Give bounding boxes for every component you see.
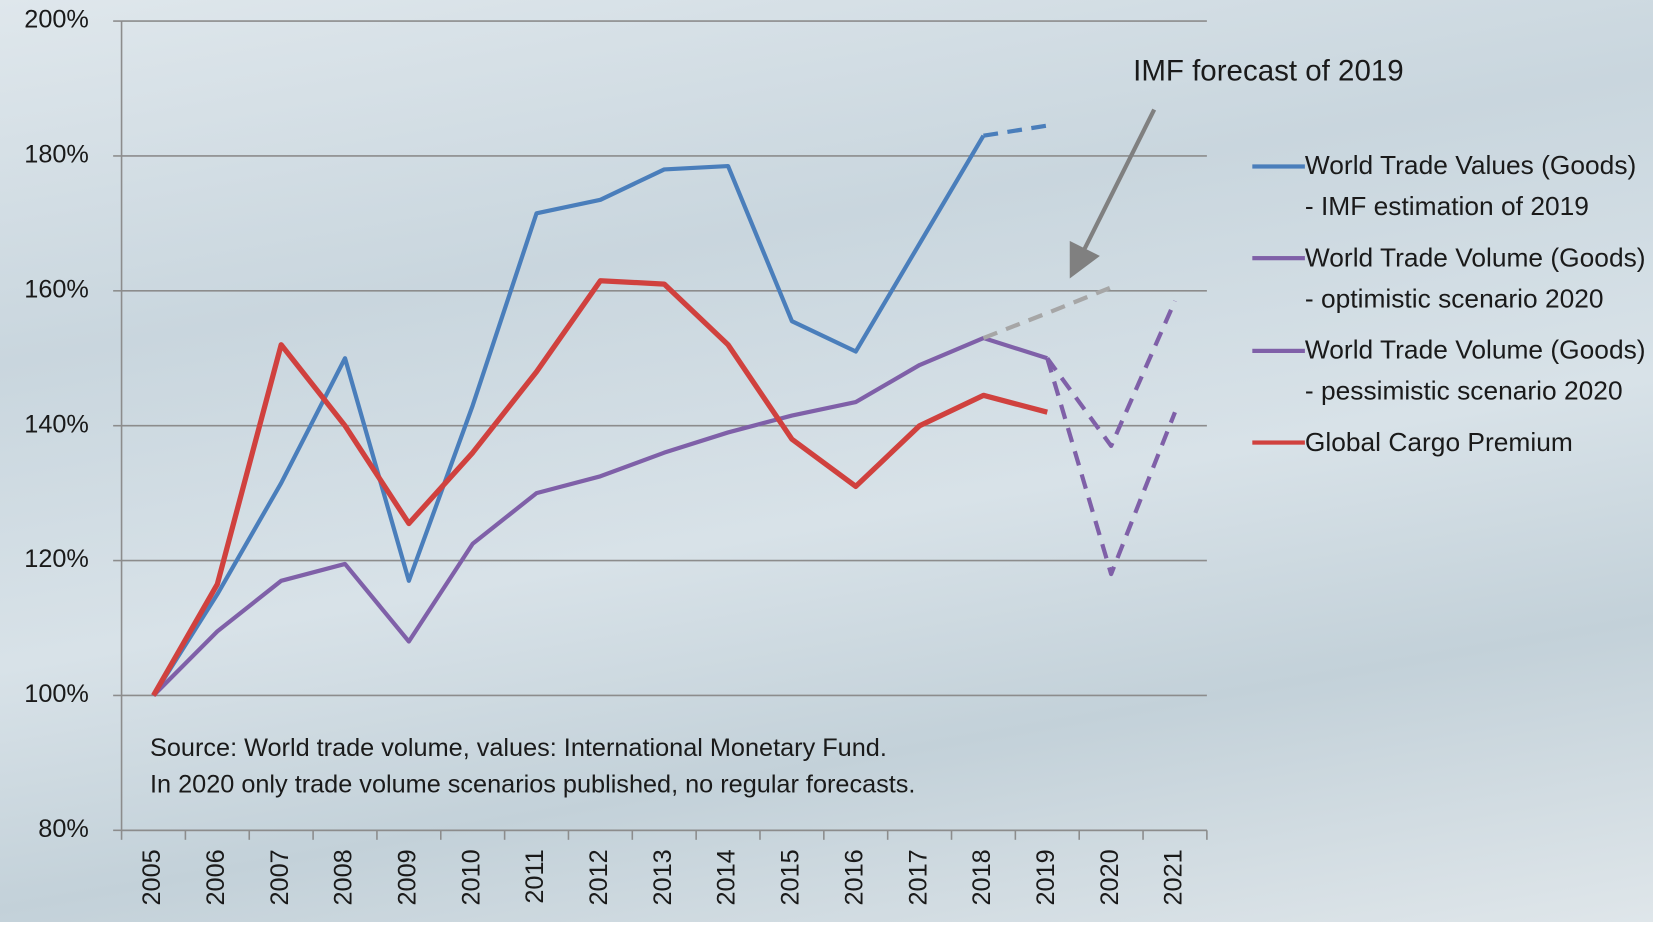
legend-swatch xyxy=(1252,348,1305,352)
x-tick-label: 2006 xyxy=(202,849,230,905)
x-tick-label: 2014 xyxy=(713,849,741,905)
x-tick-label: 2009 xyxy=(394,849,422,905)
x-tick-label: 2010 xyxy=(457,849,485,905)
forecast-line xyxy=(1047,358,1175,574)
legend-label: World Trade Volume (Goods) - optimistic … xyxy=(1305,238,1651,320)
legend-item: Global Cargo Premium xyxy=(1252,422,1650,463)
annotation: IMF forecast of 2019 xyxy=(1133,55,1404,88)
x-tick-label: 2016 xyxy=(840,849,868,905)
x-tick-label: 2008 xyxy=(330,849,358,905)
y-tick-label: 140% xyxy=(24,410,89,438)
series-line xyxy=(153,338,1047,695)
x-tick-label: 2020 xyxy=(1096,849,1124,905)
x-tick-label: 2005 xyxy=(138,849,166,905)
legend-label: Global Cargo Premium xyxy=(1305,422,1573,463)
x-tick-label: 2018 xyxy=(968,849,996,905)
forecast-line xyxy=(1047,301,1175,446)
y-tick-label: 120% xyxy=(24,545,89,573)
series-line xyxy=(153,281,1047,696)
series-line xyxy=(153,136,983,696)
arrow xyxy=(1077,110,1154,264)
page: 80% 100% 120% 140% 160% 180% 200% 2005 2006 2007 2… xyxy=(0,0,1653,922)
x-tick-label: 2013 xyxy=(649,849,677,905)
legend: World Trade Values (Goods) - IMF estimat… xyxy=(1252,145,1650,609)
legend-label: World Trade Volume (Goods) - pessimistic… xyxy=(1305,330,1651,412)
chart: 80% 100% 120% 140% 160% 180% 200% 2005 2006 2007 2… xyxy=(0,0,1653,922)
y-tick-label: 200% xyxy=(24,6,89,34)
source-note: In 2020 only trade volume scenarios publ… xyxy=(150,771,915,799)
x-tick-label: 2012 xyxy=(585,849,613,905)
legend-item: World Trade Volume (Goods) - pessimistic… xyxy=(1252,330,1650,412)
x-tick-label: 2015 xyxy=(777,849,805,905)
legend-swatch xyxy=(1252,440,1305,444)
forecast-line xyxy=(983,126,1047,136)
x-tick-label: 2007 xyxy=(266,849,294,905)
legend-item: World Trade Volume (Goods) - optimistic … xyxy=(1252,238,1650,320)
forecast-line xyxy=(983,287,1111,338)
x-tick-label: 2017 xyxy=(904,849,932,905)
legend-label: World Trade Values (Goods) - IMF estimat… xyxy=(1305,145,1651,227)
x-tick-label: 2021 xyxy=(1160,849,1188,905)
x-tick-label: 2011 xyxy=(521,849,549,903)
x-tick-label: 2019 xyxy=(1032,849,1060,905)
legend-swatch xyxy=(1252,164,1305,168)
y-tick-label: 100% xyxy=(24,680,89,708)
y-tick-label: 80% xyxy=(38,815,89,843)
y-tick-label: 180% xyxy=(24,141,89,169)
source-note: Source: World trade volume, values: Inte… xyxy=(150,734,887,762)
y-tick-label: 160% xyxy=(24,275,89,303)
legend-swatch xyxy=(1252,256,1305,260)
legend-box: World Trade Values (Goods) - IMF estimat… xyxy=(1252,145,1650,463)
legend-item: World Trade Values (Goods) - IMF estimat… xyxy=(1252,145,1650,227)
